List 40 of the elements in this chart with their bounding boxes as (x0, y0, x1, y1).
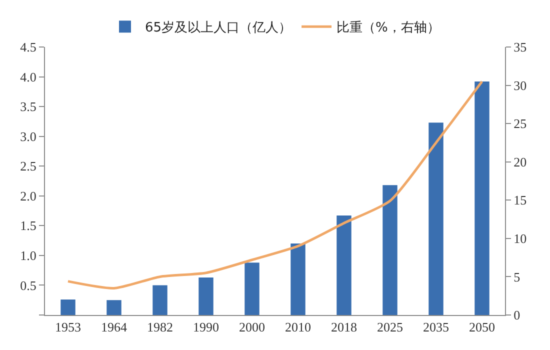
y-tick-label: 0.5 (20, 278, 36, 293)
x-tick-label: 1953 (55, 320, 81, 335)
y-tick-label: 2.5 (20, 158, 36, 174)
y2-tick-label: 15 (514, 192, 527, 208)
bar (106, 300, 122, 315)
bar (198, 277, 214, 315)
bar (290, 244, 306, 315)
bar (60, 300, 76, 315)
x-tick-label: 1982 (147, 320, 173, 335)
y2-tick-label: 25 (514, 116, 527, 132)
y-tick-label: 1.5 (20, 218, 36, 234)
bar (428, 122, 444, 315)
y-tick-label: 4.0 (20, 69, 36, 84)
y-tick-label: 1.0 (20, 248, 36, 263)
y-tick-label: 4.5 (20, 40, 36, 55)
y2-tick-label: 10 (514, 230, 527, 246)
y2-tick-label: 30 (514, 78, 527, 93)
x-tick-label: 2050 (469, 320, 495, 335)
bar (244, 262, 260, 315)
bar (382, 185, 398, 315)
y-tick-label: 3.0 (20, 128, 36, 144)
line-series (66, 80, 484, 290)
x-tick-label: 2000 (239, 320, 265, 335)
legend-label: 比重（%，右轴） (336, 20, 440, 36)
x-tick-label: 2035 (423, 320, 449, 335)
x-tick-label: 2025 (377, 320, 403, 335)
y2-tick-label: 20 (514, 154, 527, 170)
x-tick-label: 1990 (193, 320, 219, 335)
x-tick-label: 2018 (331, 320, 357, 335)
y-tick-label: 2.0 (20, 188, 36, 204)
y2-tick-label: 5 (514, 269, 520, 284)
bar (152, 285, 168, 315)
bar (336, 216, 352, 315)
y2-tick-label: 35 (514, 40, 527, 55)
x-tick-label: 1964 (101, 320, 128, 335)
bar (474, 82, 490, 315)
y-tick-label: 3.5 (20, 99, 36, 114)
y2-tick-label: 0 (514, 308, 520, 323)
legend-label: 65岁及以上人口（亿人） (145, 20, 292, 36)
x-tick-label: 2010 (285, 320, 311, 335)
